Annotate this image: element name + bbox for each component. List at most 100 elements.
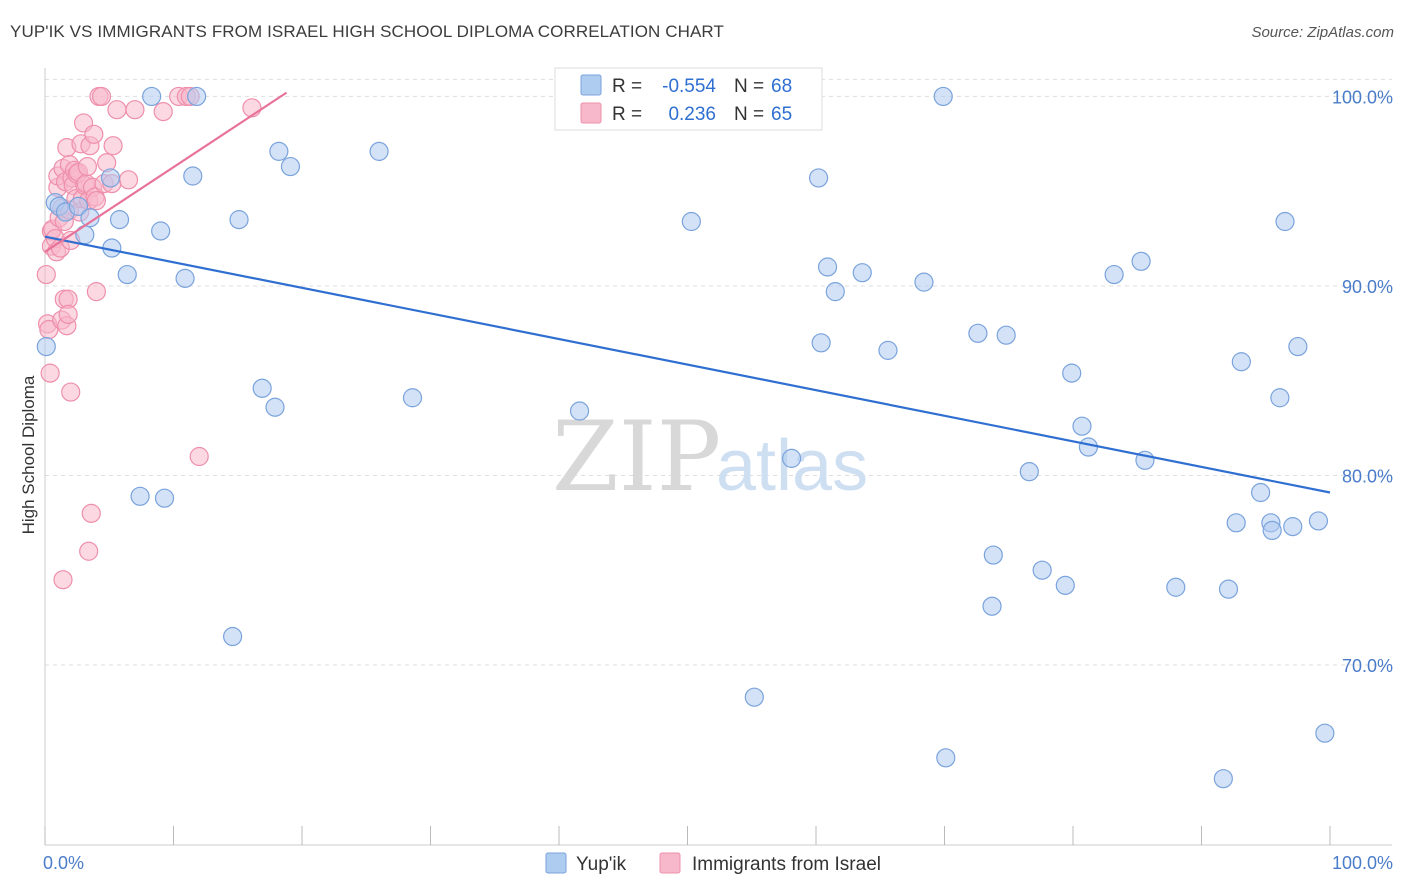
- yupik-point-25: [402, 388, 423, 408]
- yupik-point-23: [280, 156, 301, 177]
- y-tick-label-2: 90.0%: [1342, 277, 1393, 297]
- yupik-point-20: [252, 378, 272, 398]
- yupik-point-11: [130, 486, 150, 506]
- israel-point-56: [107, 100, 127, 120]
- trend-line-yupik: [44, 235, 1331, 494]
- legend-swatch-blue: [580, 74, 602, 96]
- yupik-point-18: [223, 626, 243, 647]
- yupik-point-0: [36, 336, 56, 357]
- yupik-point-9: [109, 210, 130, 230]
- y-tick-label-3: 100.0%: [1332, 87, 1393, 107]
- yupik-point-52: [1166, 577, 1186, 597]
- yupik-point-45: [1055, 575, 1075, 595]
- x-tick-labels: 0.0% 100.0%: [43, 853, 1393, 873]
- bottom-legend-label-israel: Immigrants from Israel: [692, 854, 881, 875]
- israel-point-51: [91, 86, 112, 107]
- chart-title: YUP'IK VS IMMIGRANTS FROM ISRAEL HIGH SC…: [10, 22, 724, 41]
- bottom-legend: Yup'ik Immigrants from Israel: [545, 852, 881, 875]
- yupik-point-31: [811, 333, 831, 353]
- yupik-point-8: [100, 168, 121, 188]
- yupik-point-6: [80, 208, 100, 228]
- yupik-point-41: [982, 596, 1002, 616]
- legend-n-value-2: 65: [771, 104, 792, 125]
- israel-point-3: [40, 363, 60, 383]
- yupik-point-56: [1231, 352, 1251, 372]
- yupik-point-14: [151, 221, 171, 241]
- israel-point-58: [125, 100, 145, 120]
- yupik-point-13: [154, 488, 175, 508]
- legend-n-label-2: N =: [734, 104, 764, 125]
- legend-n-value-1: 68: [771, 76, 792, 97]
- y-axis-label: High School Diploma: [19, 375, 38, 534]
- yupik-point-24: [369, 141, 389, 161]
- yupik-point-48: [1078, 437, 1099, 457]
- israel-point-16: [53, 570, 73, 590]
- yupik-point-55: [1226, 513, 1246, 533]
- yupik-point-37: [936, 748, 956, 768]
- yupik-point-46: [1062, 363, 1082, 383]
- yupik-point-61: [1275, 211, 1295, 232]
- yupik-point-39: [968, 323, 988, 343]
- yupik-point-50: [1131, 251, 1151, 271]
- israel-point-59: [153, 101, 173, 122]
- yupik-point-54: [1218, 579, 1239, 599]
- legend-r-label-1: R =: [612, 76, 642, 97]
- yupik-point-21: [265, 397, 285, 417]
- yupik-point-63: [1288, 336, 1308, 357]
- y-tick-labels: 70.0% 80.0% 90.0% 100.0%: [1332, 87, 1393, 676]
- israel-point-40: [77, 156, 98, 177]
- yupik-point-26: [569, 401, 590, 421]
- yupik-point-10: [117, 264, 137, 285]
- yupik-point-57: [1251, 482, 1271, 503]
- israel-point-49: [86, 282, 107, 302]
- yupik-point-27: [681, 211, 701, 232]
- y-tick-label-0: 70.0%: [1342, 656, 1393, 676]
- yupik-point-62: [1283, 517, 1303, 537]
- yupik-point-16: [183, 166, 203, 186]
- trend-line-israel: [44, 91, 288, 253]
- series-immigrants-from-israel: [36, 86, 262, 590]
- israel-point-55: [103, 136, 123, 156]
- legend-r-value-1: -0.554: [662, 76, 716, 97]
- x-tick-label-1: 100.0%: [1332, 853, 1393, 873]
- yupik-point-34: [852, 263, 872, 283]
- yupik-point-15: [175, 268, 195, 288]
- israel-point-23: [58, 304, 78, 324]
- bottom-legend-swatch-israel: [659, 852, 681, 874]
- legend: R = -0.554 N = 68 R = 0.236 N = 65: [554, 67, 823, 131]
- israel-point-57: [118, 170, 139, 190]
- yupik-point-28: [744, 687, 764, 707]
- yupik-point-59: [1262, 520, 1282, 541]
- bottom-legend-label-yupik: Yup'ik: [576, 854, 627, 875]
- yupik-point-17: [187, 86, 207, 107]
- y-tick-label-1: 80.0%: [1342, 466, 1393, 486]
- bottom-legend-swatch-yupik: [545, 852, 567, 874]
- legend-r-value-2: 0.236: [668, 104, 716, 125]
- trend-lines: [44, 91, 1331, 494]
- axes: [44, 68, 1392, 846]
- grid: [45, 78, 1392, 666]
- yupik-point-44: [1032, 560, 1052, 580]
- yupik-point-32: [817, 257, 838, 277]
- legend-swatch-pink: [580, 102, 602, 124]
- series-yupik: [36, 86, 1335, 789]
- israel-point-27: [61, 382, 81, 402]
- yupik-point-38: [933, 86, 953, 107]
- legend-n-label-1: N =: [734, 76, 764, 97]
- yupik-point-47: [1072, 416, 1092, 436]
- yupik-point-40: [983, 545, 1003, 565]
- yupik-point-35: [878, 340, 898, 360]
- israel-point-46: [84, 124, 104, 144]
- yupik-point-65: [1315, 723, 1335, 743]
- yupik-point-19: [229, 210, 249, 230]
- yupik-point-29: [781, 448, 802, 468]
- legend-r-label-2: R =: [612, 104, 642, 125]
- yupik-point-53: [1213, 769, 1233, 789]
- yupik-point-4: [68, 196, 89, 216]
- israel-point-44: [81, 503, 101, 523]
- yupik-point-42: [996, 325, 1016, 345]
- israel-point-42: [79, 541, 99, 561]
- israel-point-0: [36, 264, 56, 285]
- yupik-point-64: [1308, 511, 1329, 531]
